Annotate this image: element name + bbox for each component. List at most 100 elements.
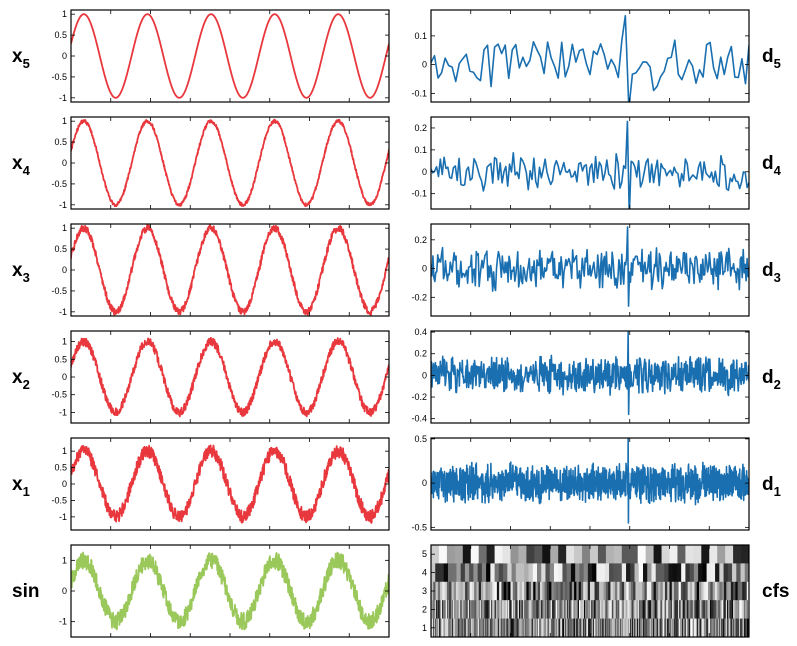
heatmap-cell [601,618,603,638]
heatmap-cell [518,618,520,638]
heatmap-cell [606,618,608,638]
heatmap-cell [484,618,486,638]
heatmap-cell [744,563,750,583]
axes-frame [70,223,390,317]
heatmap-cell [585,581,589,601]
heatmap-cell [696,618,698,638]
heatmap-cell [646,618,648,638]
heatmap-cell [701,600,703,619]
heatmap-cell [603,618,605,638]
heatmap-cell [712,618,714,638]
heatmap-cell [634,563,640,583]
heatmap-cell [544,581,548,601]
heatmap-cell [731,618,733,638]
heatmap-cell [647,618,649,638]
ytick-label: 0 [422,60,427,70]
heatmap-cell [706,563,712,583]
heatmap-cell [510,600,513,619]
heatmap-cell [685,618,687,638]
heatmap-cell [517,618,519,638]
heatmap-cell [637,600,640,619]
heatmap-cell [571,600,574,619]
heatmap-cell [555,618,557,638]
heatmap-cell [670,600,673,619]
heatmap-cell [521,618,523,638]
heatmap-cell [451,618,453,638]
heatmap-cell [584,618,586,638]
heatmap-cell [477,600,480,619]
heatmap-cell [490,600,493,619]
heatmap-cell [736,563,741,583]
heatmap-cell [476,618,478,638]
heatmap-cell [472,600,475,619]
heatmap-cell [520,563,525,583]
heatmap-cell [436,618,438,638]
heatmap-cell [456,600,459,619]
heatmap-cell [555,581,559,601]
heatmap-cell [599,618,601,638]
ytick-label: -1 [59,200,67,210]
heatmap-cell [496,618,498,638]
heatmap-cell [590,545,599,564]
panel-label-x5: x5 [12,46,30,71]
heatmap-cell [708,600,711,619]
heatmap-cell [434,600,437,619]
heatmap-cell [554,618,556,638]
heatmap-cell [671,581,675,601]
heatmap-cell [528,563,534,583]
heatmap-cell [742,581,745,601]
heatmap-cell [728,581,732,601]
heatmap-cell [635,600,637,619]
panel-label-d3: d3 [762,260,781,285]
heatmap-cell [685,600,688,619]
heatmap-cell [533,600,536,619]
heatmap-cell [734,600,736,619]
heatmap-cell [579,618,581,638]
heatmap-cell [566,618,568,638]
heatmap-cell [745,618,747,638]
heatmap-cell [735,618,737,638]
ytick-label: -1 [59,93,67,103]
heatmap-cell [457,600,460,619]
heatmap-cell [651,600,653,619]
heatmap-cell [721,581,725,601]
heatmap-cell [464,600,466,619]
heatmap-cell [704,618,706,638]
heatmap-cell [553,600,555,619]
heatmap-cell [582,618,584,638]
heatmap-cell [614,581,618,601]
heatmap-cell [563,618,565,638]
heatmap-cell [630,600,632,619]
heatmap-cell [524,563,529,583]
heatmap-cell [519,581,523,601]
heatmap-cell [509,618,511,638]
heatmap-cell [575,618,577,638]
heatmap-cell [683,618,685,638]
heatmap-cell [727,618,729,638]
heatmap-cell [730,581,734,601]
heatmap-cell [682,600,685,619]
heatmap-cell [603,618,605,638]
heatmap-cell [669,600,672,619]
heatmap-cell [534,618,536,638]
heatmap-cell [615,618,617,638]
heatmap-cell [577,618,579,638]
heatmap-cell [558,563,563,583]
heatmap-cell [531,618,533,638]
heatmap-cell [593,618,596,638]
heatmap-cell [577,600,580,619]
heatmap-cell [565,581,568,601]
heatmap-cell [587,600,590,619]
heatmap-cell [734,618,736,638]
heatmap-cell [707,600,710,619]
heatmap-cell [737,618,739,638]
heatmap-cell [494,581,498,601]
heatmap-cell [625,618,627,638]
heatmap-cell [497,618,499,638]
heatmap-cell [570,600,573,619]
heatmap-cell [742,600,745,619]
heatmap-cell [453,581,457,601]
heatmap-cell [493,600,495,619]
heatmap-cell [527,618,529,638]
